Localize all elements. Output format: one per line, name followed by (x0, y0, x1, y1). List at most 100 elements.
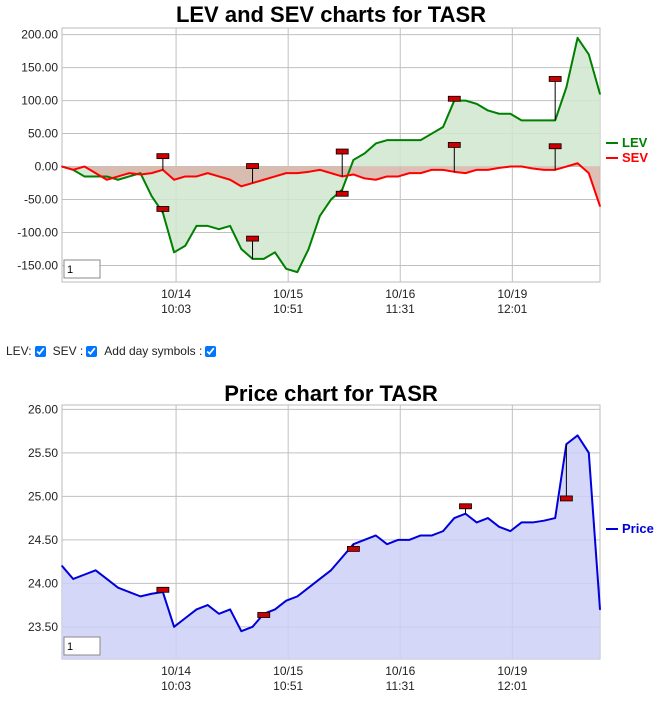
data-point-lev (173, 251, 175, 254)
y-tick-label: 50.00 (28, 127, 58, 141)
data-point-sev (509, 165, 512, 168)
data-point-price (72, 578, 75, 580)
data-point-sev (285, 172, 287, 174)
data-point-sev (117, 175, 119, 178)
data-point-lev (431, 132, 433, 135)
data-point-lev (229, 225, 231, 227)
data-point-lev (408, 139, 411, 141)
data-point-lev (520, 119, 523, 122)
day-marker-symbol (156, 206, 170, 212)
data-point-price (173, 626, 175, 628)
data-point-price (487, 517, 489, 519)
data-point-lev (363, 152, 366, 155)
data-point-sev (195, 175, 198, 178)
price-chart: Price chart for TASR 26.00 25.50 25.00 24.50… (28, 381, 654, 693)
x-tick-time: 11:31 (386, 302, 415, 316)
data-point-sev (184, 175, 187, 178)
data-point-lev (442, 126, 444, 128)
y-tick-label: 150.00 (21, 61, 58, 75)
data-point-lev (150, 195, 153, 198)
x-tick-time: 11:31 (386, 679, 415, 693)
data-point-sev (543, 169, 545, 171)
day-marker-symbol (347, 545, 360, 552)
data-point-sev (139, 173, 142, 176)
data-point-price (274, 608, 276, 611)
data-point-sev (375, 178, 377, 181)
data-point-price (419, 534, 422, 537)
data-point-sev (442, 169, 444, 171)
day-marker-symbol (447, 142, 461, 148)
data-point-price (218, 612, 220, 615)
data-point-price (240, 630, 243, 632)
day-marker-symbol (447, 95, 461, 102)
legend-label-price: Price (622, 521, 654, 536)
data-point-sev (587, 172, 590, 174)
data-point-price (509, 530, 512, 532)
data-point-sev (431, 169, 433, 171)
day-marker-symbol (156, 153, 170, 160)
x-tick-date: 10/14 (161, 287, 191, 301)
data-point-lev (83, 175, 86, 178)
data-point-sev (386, 175, 388, 178)
x-tick-time: 12:01 (497, 302, 527, 316)
day-marker-symbol (246, 163, 259, 169)
data-point-lev (262, 258, 265, 260)
data-point-sev (330, 172, 332, 174)
data-point-sev (72, 169, 75, 171)
data-point-price (229, 608, 231, 611)
data-point-sev (150, 172, 153, 174)
sev-checkbox[interactable] (86, 345, 98, 357)
data-point-sev (599, 205, 601, 207)
data-point-price (296, 595, 299, 598)
y-tick-label: -50.00 (24, 193, 58, 207)
data-point-lev (296, 271, 299, 273)
x-tick-time: 10:03 (161, 679, 191, 693)
data-point-sev (363, 177, 366, 180)
data-point-lev (352, 159, 355, 161)
y-tick-label: 25.50 (28, 446, 58, 460)
data-point-price (599, 608, 601, 611)
day-marker-symbol (459, 503, 472, 510)
day-symbols-checkbox[interactable] (205, 345, 217, 357)
data-point-lev (419, 139, 422, 141)
data-point-price (543, 519, 545, 522)
x-tick-date: 10/16 (385, 287, 415, 301)
data-point-price (128, 591, 131, 593)
y-tick-label: -100.00 (17, 226, 58, 240)
day-marker-symbol (257, 612, 271, 618)
legend-label-sev: SEV (622, 150, 648, 165)
data-point-lev (543, 119, 545, 122)
data-point-price (576, 434, 579, 437)
x-tick-time: 10:51 (273, 302, 303, 316)
zoom-input-box[interactable] (63, 636, 101, 656)
data-point-price (150, 592, 153, 595)
day-marker-symbol (335, 190, 349, 197)
data-point-price (363, 539, 366, 541)
lev-checkbox[interactable] (34, 345, 46, 357)
data-point-price (520, 521, 523, 524)
day-symbols-checkbox-label: Add day symbols : (104, 344, 203, 358)
x-tick-date: 10/15 (273, 664, 303, 678)
zoom-input[interactable]: 1 (63, 259, 101, 279)
data-point-price (285, 599, 287, 602)
zoom-input-box[interactable] (63, 259, 101, 279)
data-point-lev (397, 139, 400, 141)
series-area-lev (62, 37, 600, 273)
data-point-price (184, 617, 187, 619)
data-point-sev (565, 165, 568, 168)
data-point-lev (206, 225, 209, 227)
data-point-lev (94, 175, 97, 178)
data-point-price (251, 626, 254, 628)
series-area-sev (62, 163, 600, 207)
x-tick-date: 10/19 (497, 287, 527, 301)
zoom-input-value: 1 (67, 264, 73, 276)
data-point-sev (94, 172, 97, 174)
data-point-lev (307, 248, 310, 250)
data-point-price (408, 539, 411, 541)
data-point-lev (509, 112, 512, 115)
data-point-sev (307, 171, 310, 173)
data-point-sev (397, 175, 400, 178)
data-point-lev (128, 175, 131, 178)
data-point-lev (274, 251, 276, 254)
zoom-input[interactable]: 1 (63, 636, 101, 656)
